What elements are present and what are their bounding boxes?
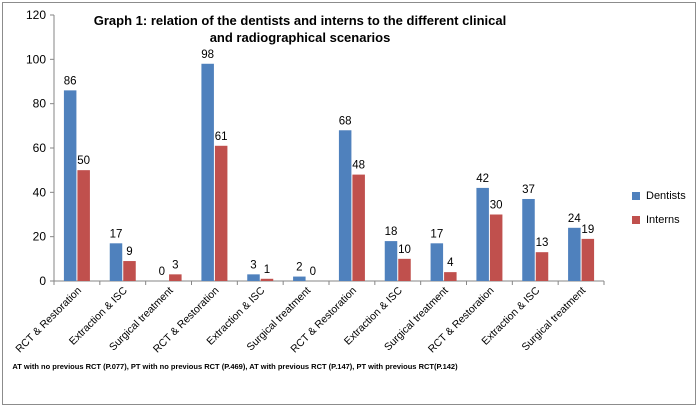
data-label-interns: 0 [310, 266, 316, 278]
data-label-dentists: 3 [250, 259, 256, 271]
y-tick-label: 20 [33, 230, 47, 244]
y-tick-label: 60 [33, 141, 47, 155]
bar-interns [489, 214, 503, 281]
y-tick-label: 80 [33, 97, 47, 111]
data-label-interns: 9 [126, 246, 132, 258]
data-label-dentists: 17 [430, 228, 443, 240]
chart-footnote: AT with no previous RCT (P.077), PT with… [12, 362, 458, 371]
data-label-dentists: 2 [296, 262, 302, 274]
data-label-interns: 13 [536, 237, 549, 249]
bar-dentists [430, 243, 444, 281]
bar-interns [169, 274, 182, 281]
bar-dentists [201, 63, 214, 282]
data-label-interns: 19 [581, 224, 594, 236]
bar-dentists [476, 187, 489, 281]
data-label-interns: 3 [172, 259, 178, 271]
bar-dentists [109, 243, 123, 281]
bar-dentists [338, 130, 352, 281]
bar-dentists [522, 198, 535, 281]
chart-frame [2, 2, 696, 405]
legend-swatch-dentists [632, 192, 640, 200]
data-label-interns: 50 [77, 155, 90, 167]
data-label-interns: 48 [352, 160, 365, 172]
y-tick-label: 40 [33, 185, 47, 199]
data-label-dentists: 17 [110, 228, 123, 240]
data-label-dentists: 37 [522, 184, 535, 196]
bar-interns [260, 278, 274, 281]
bar-interns [123, 261, 136, 281]
bar-interns [352, 174, 365, 281]
legend: Dentists Interns [632, 184, 686, 232]
y-tick-label: 120 [26, 8, 46, 22]
bar-dentists [63, 90, 77, 281]
data-label-dentists: 42 [476, 173, 489, 185]
data-label-interns: 1 [264, 264, 270, 276]
data-label-dentists: 68 [339, 115, 352, 127]
chart-title: Graph 1: relation of the dentists and in… [93, 13, 507, 45]
bar-interns [398, 258, 411, 281]
bar-interns [214, 145, 228, 281]
legend-item-dentists: Dentists [632, 184, 686, 208]
legend-swatch-interns [632, 216, 640, 224]
bar-interns [77, 170, 90, 281]
data-label-dentists: 18 [385, 226, 398, 238]
bar-interns [535, 252, 549, 281]
y-tick-label: 100 [26, 52, 46, 66]
data-label-dentists: 86 [64, 75, 77, 87]
bar-interns [581, 238, 595, 281]
legend-label-interns: Interns [646, 214, 680, 226]
data-label-dentists: 0 [159, 266, 165, 278]
bar-dentists [293, 276, 306, 281]
bar-dentists [247, 274, 260, 281]
bar-dentists [568, 227, 581, 281]
legend-item-interns: Interns [632, 208, 686, 232]
bar-interns [444, 272, 457, 281]
data-label-interns: 4 [447, 257, 454, 269]
data-label-interns: 10 [398, 244, 411, 256]
data-label-dentists: 24 [568, 213, 581, 225]
data-label-interns: 30 [490, 200, 503, 212]
legend-label-dentists: Dentists [646, 190, 686, 202]
y-tick-label: 0 [39, 274, 46, 288]
bar-dentists [384, 241, 398, 281]
data-label-dentists: 98 [201, 49, 214, 61]
data-label-interns: 61 [215, 131, 228, 143]
